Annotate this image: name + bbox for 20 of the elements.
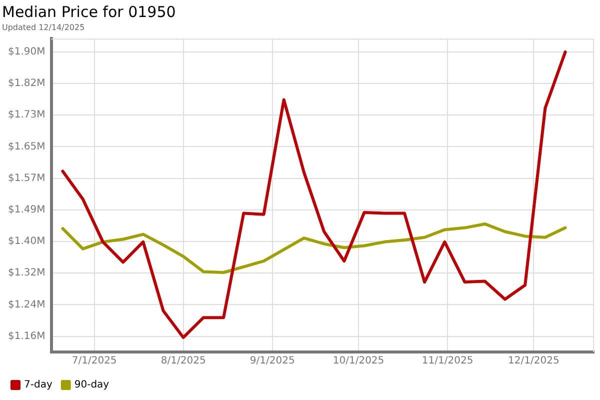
y-tick-label: $1.32M — [8, 268, 46, 279]
chart-subtitle: Updated 12/14/2025 — [2, 22, 85, 32]
y-tick-label: $1.57M — [8, 172, 46, 184]
y-tick-label: $1.24M — [8, 299, 46, 310]
y-tick-label: $1.90M — [8, 46, 46, 58]
chart-title: Median Price for 01950 — [2, 2, 176, 21]
y-tick-label: $1.49M — [8, 204, 46, 216]
y-tick-label: $1.65M — [8, 141, 46, 152]
x-tick-label: 11/1/2025 — [422, 356, 474, 367]
x-tick-label: 12/1/2025 — [508, 356, 560, 367]
y-tick-label: $1.73M — [8, 110, 46, 121]
y-tick-label: $1.16M — [8, 330, 46, 342]
x-tick-label: 8/1/2025 — [160, 356, 206, 367]
legend-label: 7-day — [24, 380, 52, 391]
y-tick-label: $1.82M — [8, 78, 46, 90]
y-tick-label: $1.40M — [8, 236, 46, 248]
x-tick-label: 10/1/2025 — [332, 356, 384, 367]
x-tick-label: 9/1/2025 — [250, 356, 295, 367]
legend-label: 90-day — [74, 380, 110, 391]
x-tick-label: 7/1/2025 — [72, 356, 117, 367]
